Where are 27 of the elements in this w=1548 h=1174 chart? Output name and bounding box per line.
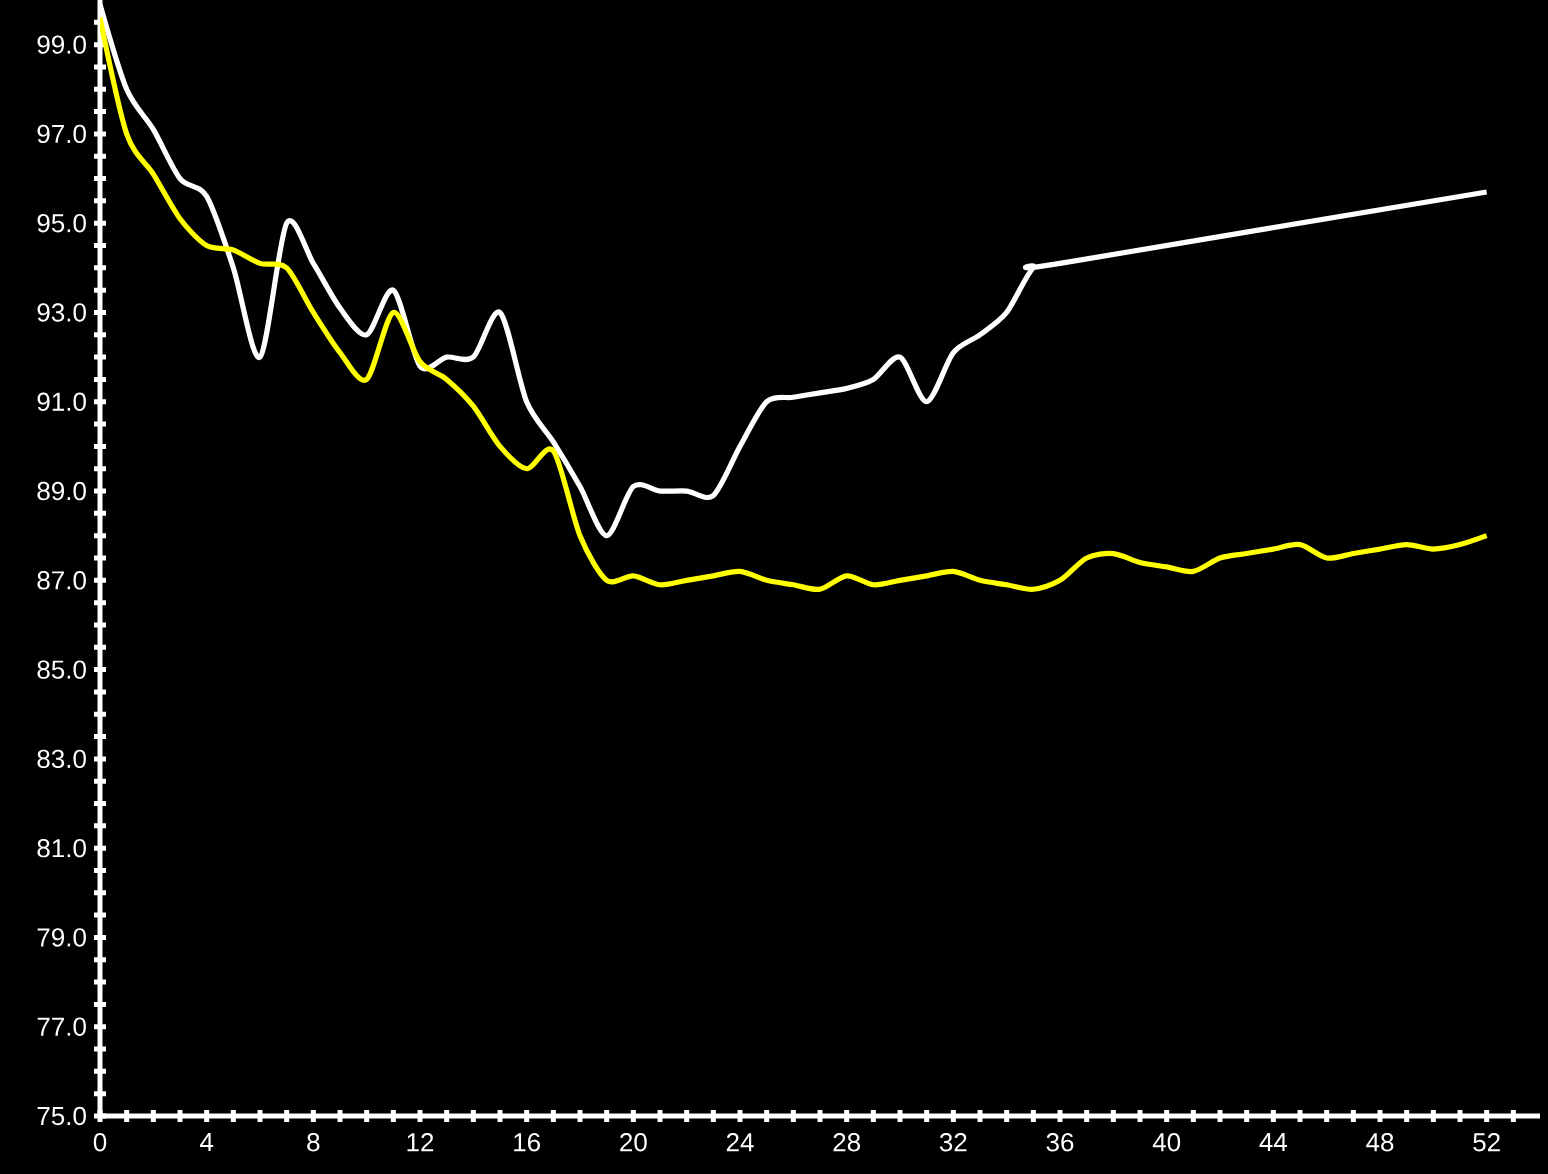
- y-tick-label: 87.0: [37, 571, 86, 590]
- x-tick-label: 48: [1366, 1133, 1394, 1152]
- x-tick-label: 8: [307, 1133, 320, 1152]
- x-tick-label: 12: [407, 1133, 434, 1152]
- x-tick-label: 40: [1152, 1133, 1181, 1152]
- y-tick-label: 97.0: [37, 124, 86, 144]
- x-tick-label: 16: [514, 1133, 540, 1152]
- y-tick-label: 81.0: [37, 838, 86, 858]
- x-tick-label: 44: [1259, 1133, 1288, 1151]
- y-tick-label: 93.0: [37, 303, 86, 322]
- x-tick-label: 52: [1473, 1133, 1500, 1152]
- y-tick-label: 77.0: [37, 1017, 86, 1036]
- x-tick-label: 24: [726, 1133, 754, 1152]
- y-tick-label: 95.0: [37, 213, 86, 233]
- y-tick-label: 75.0: [37, 1106, 86, 1126]
- y-tick-label: 99.0: [37, 35, 86, 54]
- x-tick-label: 36: [1046, 1133, 1074, 1152]
- x-tick-label: 20: [620, 1133, 647, 1152]
- y-tick-label: 79.0: [37, 928, 86, 947]
- x-tick-label: 4: [200, 1133, 214, 1151]
- x-tick-label: 32: [939, 1133, 967, 1152]
- y-tick-label: 83.0: [37, 749, 86, 769]
- x-tick-label: 28: [833, 1133, 860, 1152]
- x-tick-label: 0: [93, 1133, 107, 1152]
- y-tick-label: 89.0: [37, 481, 86, 501]
- y-tick-label: 91.0: [37, 392, 86, 411]
- y-tick-label: 85.0: [37, 660, 86, 679]
